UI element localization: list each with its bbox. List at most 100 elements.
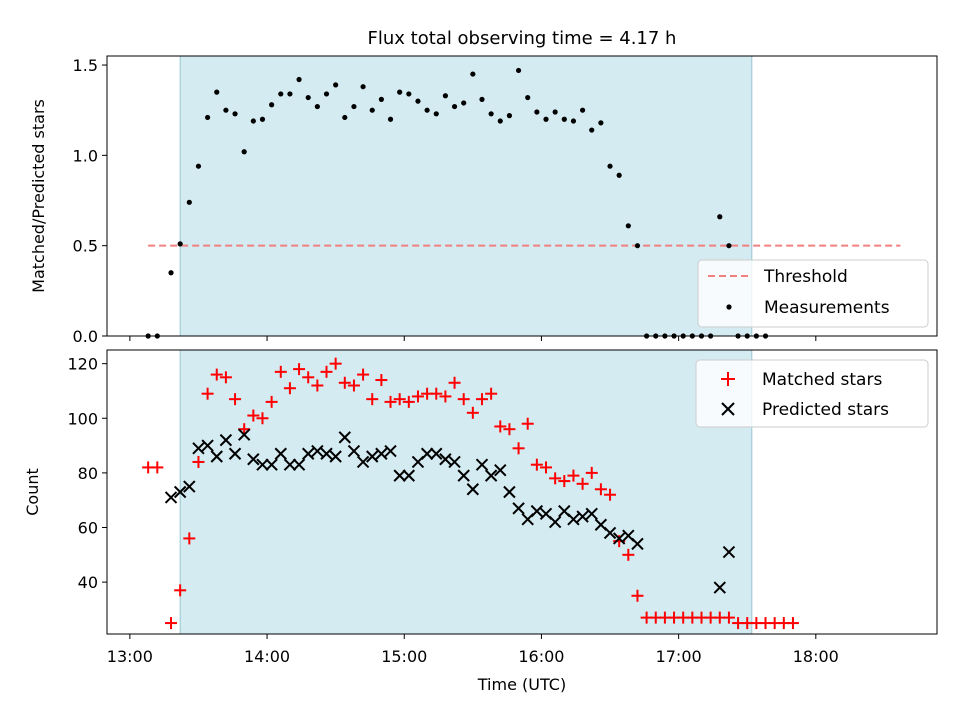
matched-star-point (329, 357, 342, 370)
matched-star-point (521, 417, 534, 430)
predicted-star-point (164, 491, 178, 504)
measurement-point (333, 82, 339, 88)
predicted-star-point (384, 444, 397, 458)
measurement-point (616, 172, 622, 178)
predicted-star-point (173, 485, 187, 499)
bottom-observing-window (179, 349, 753, 635)
predicted-star-point (494, 463, 507, 477)
legend-matched-swatch (721, 372, 735, 386)
predicted-star-point (274, 447, 287, 460)
measurement-point (570, 118, 577, 124)
predicted-star-point (612, 532, 626, 545)
predicted-star-point (576, 510, 589, 523)
measurement-point (241, 149, 247, 155)
matched-star-point (576, 477, 589, 490)
predicted-star-point (466, 483, 480, 496)
measurement-point (488, 111, 494, 117)
measurement-point (323, 91, 330, 97)
measurement-point (387, 116, 394, 122)
predicted-star-point (320, 447, 333, 460)
measurement-point (561, 116, 567, 122)
measurement-point (360, 84, 366, 90)
predicted-star-point (201, 439, 214, 452)
matched-star-point (265, 395, 278, 408)
legend-matched-label: Matched stars (762, 370, 882, 390)
predicted-star-point (265, 458, 278, 471)
predicted-star-point (457, 469, 470, 482)
top-plot-frame (106, 55, 938, 337)
matched-star-point (604, 488, 617, 501)
matched-star-point (357, 368, 370, 381)
measurement-point (177, 241, 183, 247)
measurement-point (305, 94, 311, 101)
x-axis-label: Time (UTC) (477, 675, 566, 694)
matched-star-point (448, 376, 461, 389)
matched-star-point (558, 475, 571, 488)
measurement-point (378, 96, 384, 102)
matched-star-point (567, 469, 580, 482)
measurement-point (168, 270, 174, 276)
predicted-star-point (192, 442, 205, 455)
top-y-tick-label: 0.0 (73, 327, 98, 346)
predicted-star-point (585, 507, 598, 521)
matched-star-point (411, 390, 424, 403)
legend-measurements-label: Measurements (764, 298, 890, 318)
predicted-star-point (631, 537, 644, 551)
legend-predicted-label: Predicted stars (762, 400, 889, 420)
legend-predicted-swatch (721, 402, 735, 416)
measurement-point (598, 120, 604, 126)
measurement-point (506, 113, 513, 119)
matched-star-point (631, 589, 644, 602)
bottom-y-tick-label: 120 (67, 355, 98, 374)
predicted-star-point (256, 458, 269, 471)
matched-star-point (485, 387, 498, 400)
matched-star-point (174, 584, 187, 597)
top-panel: 0.0 0.5 1.0 1.5 Matched/Predicted stars Thr… (29, 55, 938, 346)
measurement-point (625, 223, 631, 229)
x-tick-label: 13:00 (107, 647, 153, 666)
measurement-point (369, 107, 375, 113)
matched-star-point (430, 387, 443, 400)
measurement-point (259, 116, 266, 122)
predicted-star-point (366, 450, 379, 463)
predicted-star-point (722, 545, 736, 559)
measurement-point (287, 91, 293, 97)
predicted-star-point (210, 450, 223, 463)
x-tick-label: 16:00 (518, 647, 564, 666)
bottom-legend-box (695, 359, 929, 428)
x-tick-label: 14:00 (244, 647, 290, 666)
matched-star-point (722, 611, 735, 624)
matched-star-point (512, 442, 525, 455)
top-y-tick-label: 0.5 (73, 237, 98, 256)
measurement-point (726, 243, 732, 249)
predicted-star-point (548, 515, 562, 529)
predicted-star-point (375, 447, 388, 460)
measurement-point (186, 199, 192, 205)
x-tick-label: 18:00 (793, 647, 839, 666)
predicted-star-point (713, 581, 726, 594)
measurement-point (543, 116, 549, 122)
measurement-point (552, 109, 558, 115)
bottom-panel: 40 60 80 100 120 13:00 14:00 15:00 16:00 17:00 18… (23, 349, 938, 694)
measurement-points (145, 67, 769, 339)
chart-title: Flux total observing time = 4.17 h (368, 28, 677, 49)
x-tick-label: 15:00 (381, 647, 427, 666)
measurement-point (195, 163, 202, 169)
measurement-point (406, 91, 412, 97)
matched-star-point (311, 379, 324, 392)
measurement-point (397, 89, 403, 95)
predicted-star-point (237, 428, 251, 441)
predicted-star-point (402, 469, 416, 482)
predicted-star-point (420, 447, 434, 460)
bottom-y-tick-label: 80 (78, 464, 98, 483)
measurement-point (442, 93, 449, 99)
matched-star-point (540, 461, 553, 474)
predicted-star-point (219, 433, 233, 447)
matched-star-point (503, 423, 516, 436)
predicted-star-point (247, 453, 260, 466)
predicted-star-point (448, 455, 461, 469)
top-legend: Threshold Measurements (697, 259, 929, 328)
measurement-point (415, 98, 421, 104)
top-y-tick-label: 1.5 (73, 56, 98, 75)
